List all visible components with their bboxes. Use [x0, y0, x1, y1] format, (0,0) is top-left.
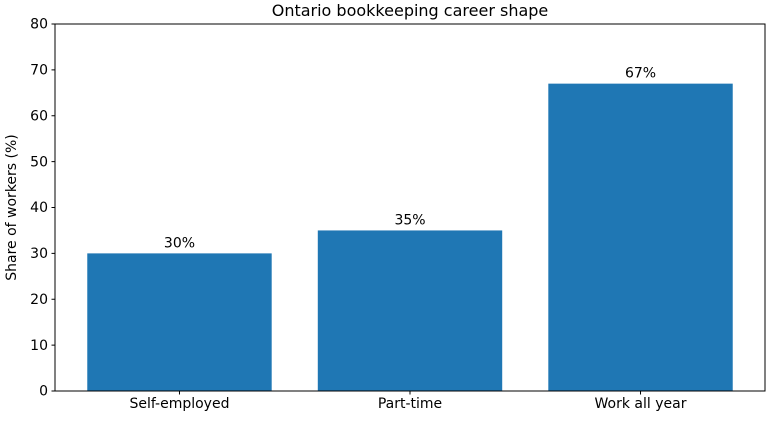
bar: [317, 230, 503, 391]
y-tick-label: 60: [30, 108, 48, 124]
x-tick-label: Part-time: [378, 396, 442, 412]
y-tick-label: 50: [30, 154, 48, 170]
y-tick-label: 70: [30, 63, 48, 79]
y-tick-label: 10: [30, 338, 48, 354]
bar: [548, 83, 733, 391]
x-tick-label: Work all year: [595, 396, 687, 412]
bar: [87, 253, 272, 392]
x-tick-label: Self-employed: [129, 396, 229, 412]
y-tick-label: 40: [30, 200, 48, 216]
y-tick-label: 30: [30, 246, 48, 262]
bar-value-label: 35%: [394, 212, 425, 228]
y-tick-label: 80: [30, 17, 48, 33]
y-tick-label: 0: [39, 384, 48, 400]
bar-value-label: 67%: [625, 66, 656, 82]
bar-value-label: 30%: [164, 235, 195, 251]
chart-title: Ontario bookkeeping career shape: [272, 1, 549, 20]
y-axis-label: Share of workers (%): [4, 134, 20, 281]
y-tick-label: 20: [30, 292, 48, 308]
